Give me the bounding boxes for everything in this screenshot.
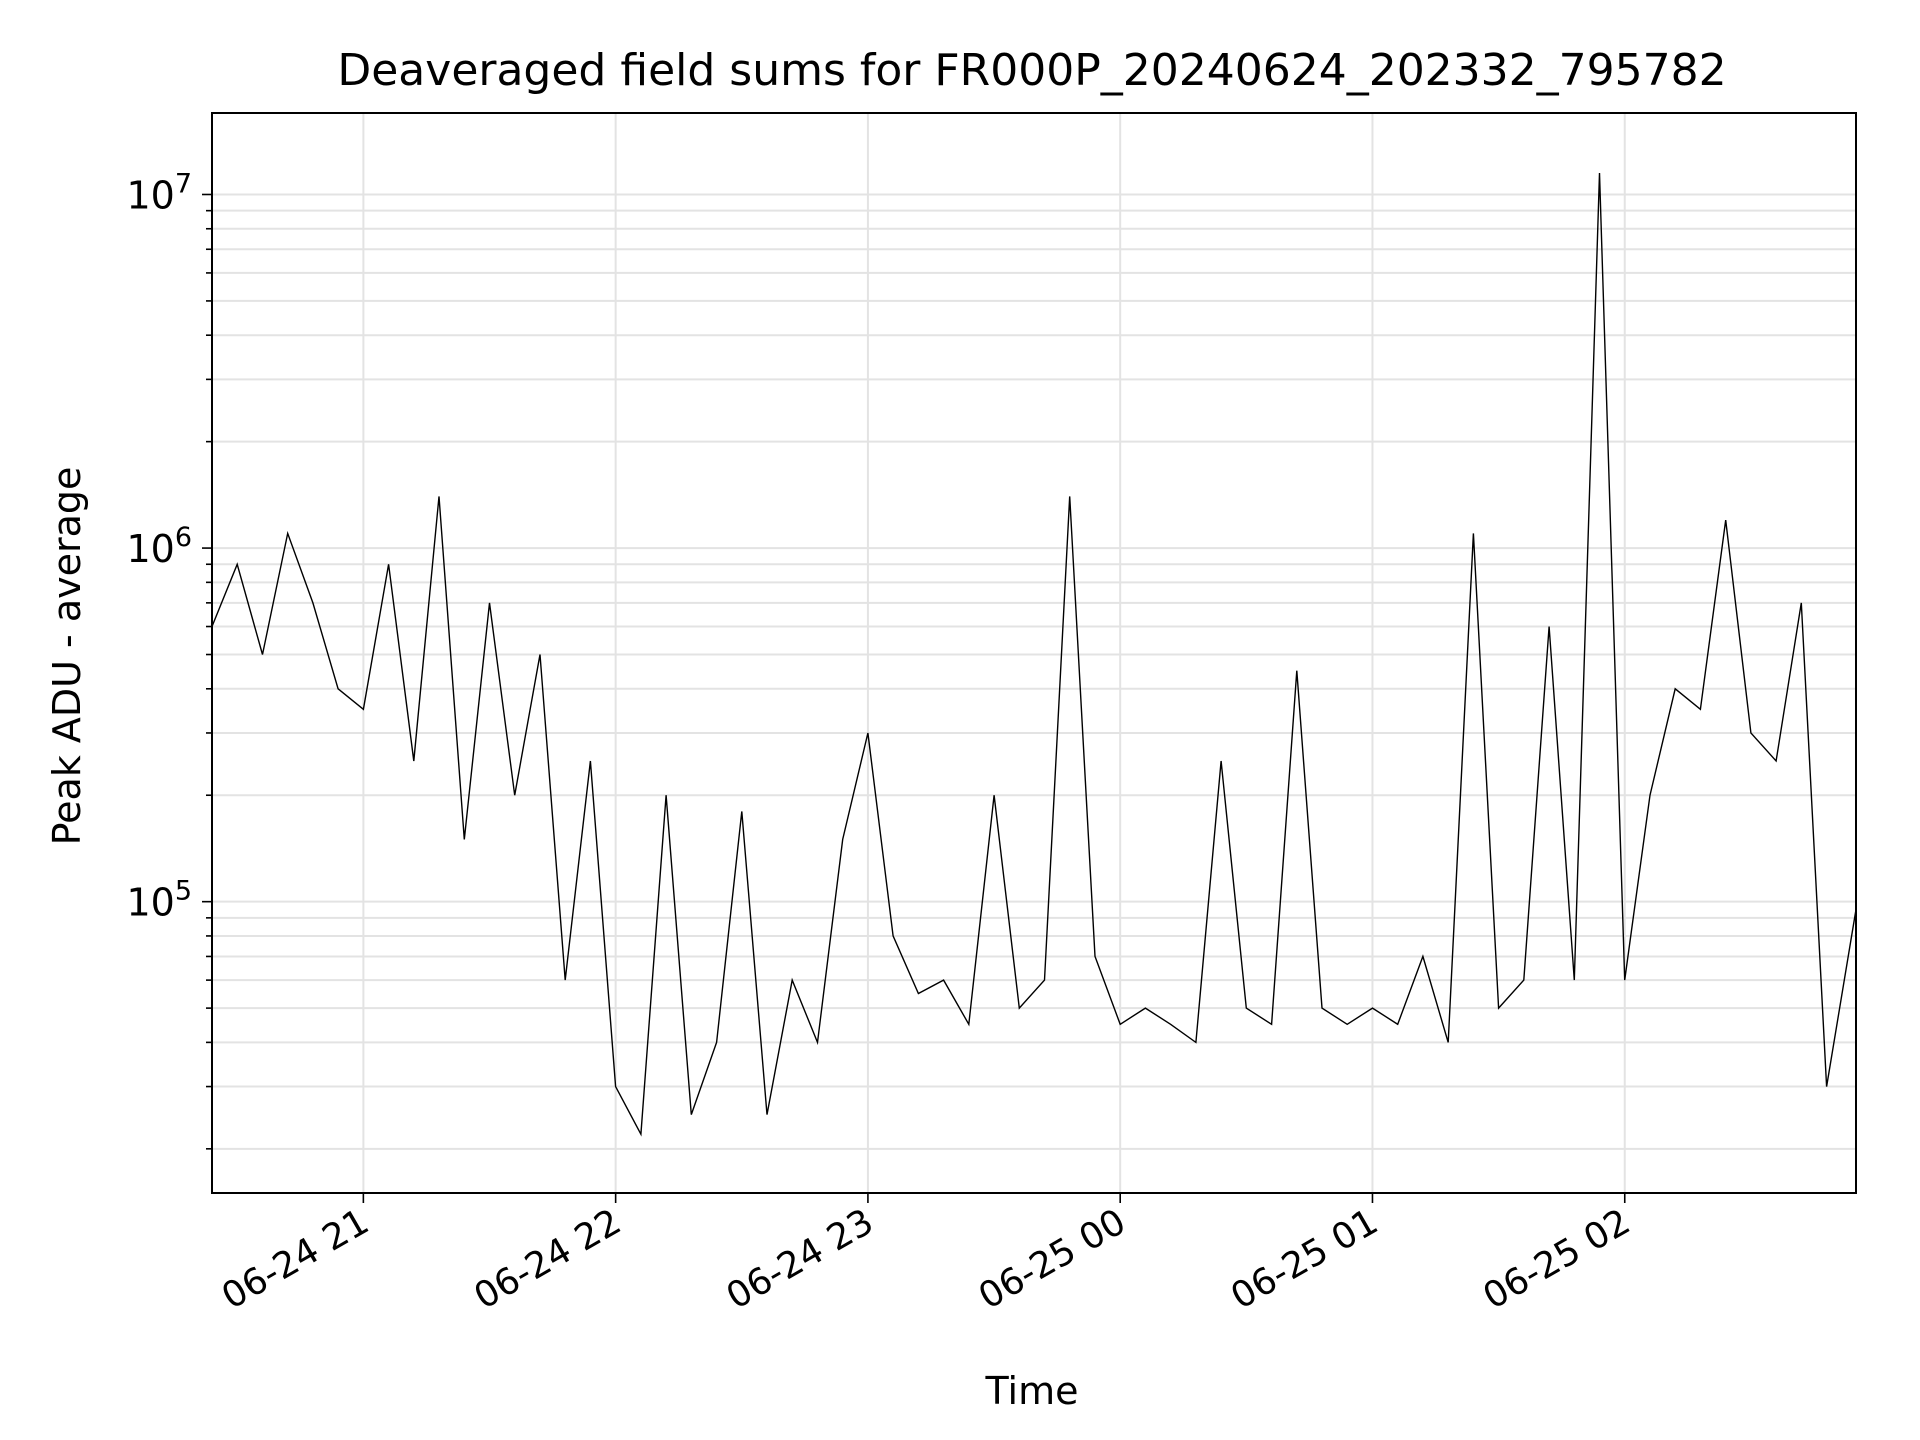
y-axis: 105 106 107: [126, 168, 212, 1150]
y-tick-label: 107: [126, 168, 192, 217]
x-tick-label: 06-24 22: [467, 1201, 628, 1317]
x-axis: 06-24 21 06-24 22 06-24 23 06-25 00 06-25 01…: [215, 1193, 1637, 1318]
x-tick-label: 06-25 00: [972, 1201, 1133, 1317]
y-tick-label: 105: [126, 876, 192, 925]
x-tick-label: 06-25 02: [1477, 1201, 1638, 1317]
plot-area-frame: [211, 112, 1857, 1194]
x-axis-label: Time: [985, 1369, 1079, 1413]
y-tick-label: 106: [126, 522, 192, 571]
y-axis-label: Peak ADU - average: [45, 467, 89, 846]
x-tick-label: 06-25 01: [1224, 1201, 1385, 1317]
grid-lines: [212, 113, 1856, 1193]
chart-title: Deaveraged field sums for FR000P_2024062…: [337, 45, 1726, 96]
series-layer: [211, 172, 1857, 1137]
x-tick-label: 06-24 21: [215, 1201, 376, 1317]
x-tick-label: 06-24 23: [720, 1201, 881, 1317]
series-line: [211, 172, 1857, 1137]
